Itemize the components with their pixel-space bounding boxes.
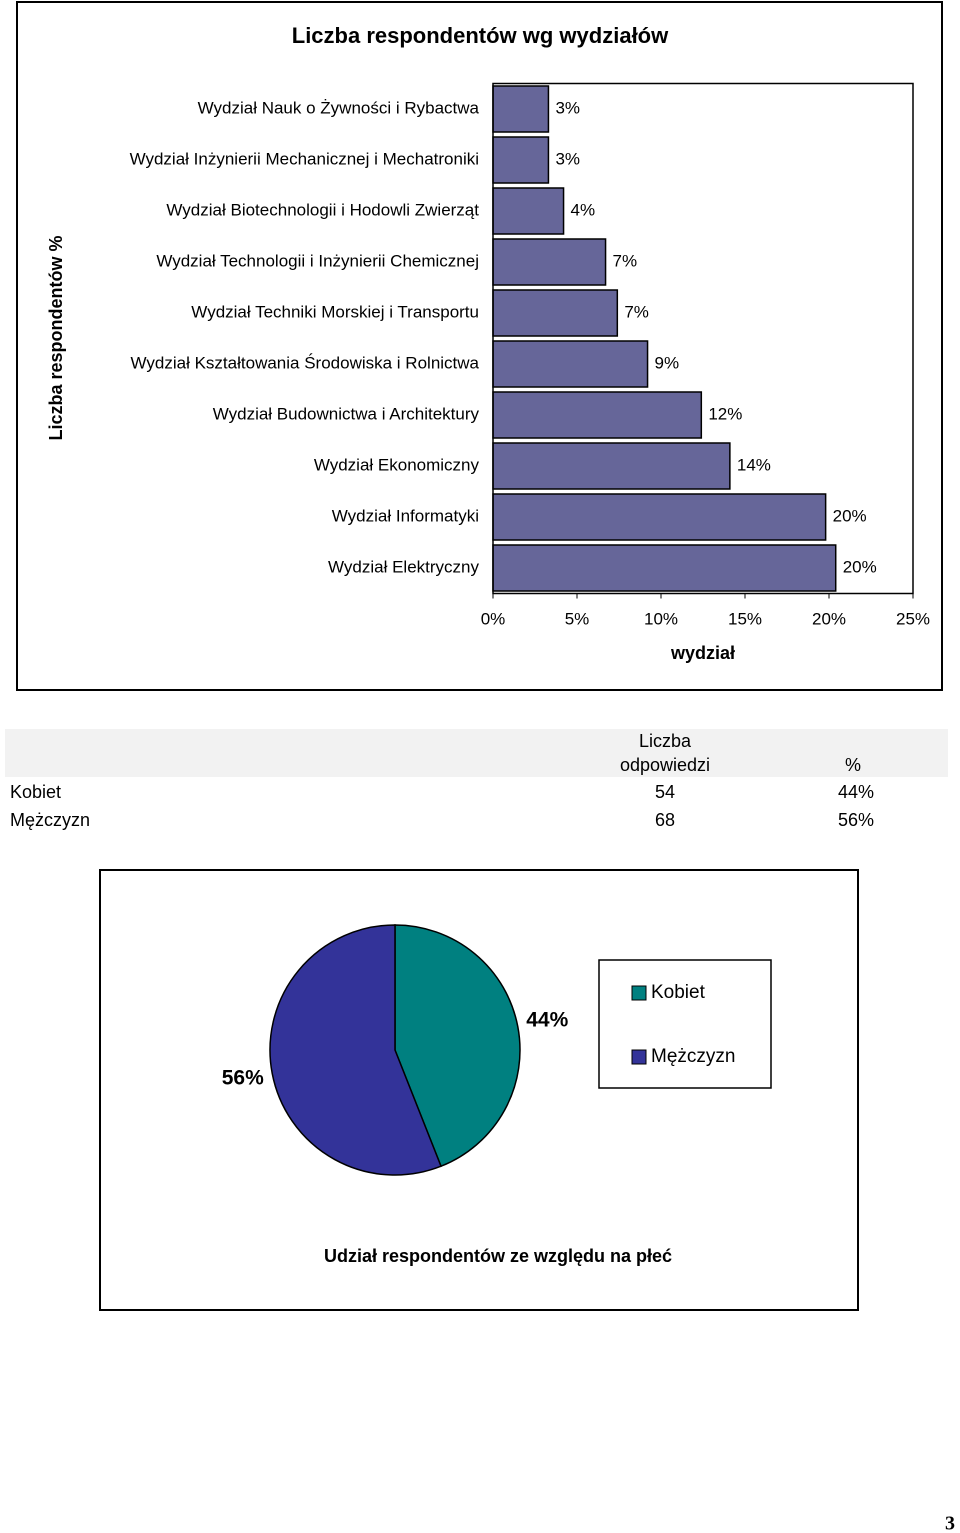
y-axis-label: Liczba respondentów % [46, 235, 66, 440]
chart-title: Liczba respondentów wg wydziałów [292, 23, 669, 48]
bar-chart-frame [16, 1, 943, 691]
table-cell: 44% [837, 782, 874, 802]
chart-title: Udział respondentów ze względu na płeć [324, 1246, 672, 1266]
table-cell: Kobiet [10, 782, 62, 802]
table-cell: Mężczyzn [10, 810, 91, 830]
table-cell: 68 [654, 810, 676, 830]
pie-slice [394, 924, 521, 1168]
category-label: Wydział Techniki Morskiej i Transportu [191, 302, 479, 321]
bar [492, 544, 837, 592]
x-tick-label: 25% [896, 609, 930, 628]
table-header: Liczba odpowiedzi [619, 731, 711, 775]
bar [492, 442, 731, 490]
table-header-bg [5, 729, 948, 777]
value-label: 9% [655, 353, 680, 372]
value-label: 14% [737, 455, 771, 474]
category-label: Wydział Budownictwa i Architektury [213, 404, 480, 423]
x-tick-label: 10% [644, 609, 678, 628]
value-label: 3% [555, 149, 580, 168]
value-label: 20% [843, 557, 877, 576]
bar [492, 136, 550, 184]
value-label: 56% [222, 1067, 264, 1090]
category-label: Wydział Biotechnologii i Hodowli Zwierzą… [166, 200, 479, 219]
value-label: 7% [613, 251, 638, 270]
bar [492, 340, 649, 388]
value-label: 44% [526, 1009, 568, 1032]
bar [492, 493, 827, 541]
bar [492, 238, 607, 286]
legend-swatch [631, 985, 647, 1001]
category-label: Wydział Nauk o Żywności i Rybactwa [198, 98, 480, 117]
pie-chart-frame [99, 869, 859, 1311]
bar [492, 391, 703, 439]
category-label: Wydział Ekonomiczny [314, 455, 480, 474]
table-cell: 56% [837, 810, 874, 830]
x-axis-label: wydział [670, 643, 735, 663]
x-tick-label: 20% [812, 609, 846, 628]
value-label: 4% [571, 200, 596, 219]
legend-frame [598, 959, 772, 1089]
table-header: % [844, 755, 861, 775]
legend-swatch [631, 1049, 647, 1065]
x-tick-label: 5% [565, 609, 590, 628]
category-label: Wydział Technologii i Inżynierii Chemicz… [156, 251, 479, 270]
page-number: 3 [945, 1513, 955, 1533]
plot-frame [492, 82, 914, 595]
table-cell: 54 [654, 782, 676, 802]
bar [492, 85, 550, 133]
value-label: 7% [624, 302, 649, 321]
x-tick-label: 0% [481, 609, 506, 628]
bar [492, 289, 619, 337]
bar [492, 187, 565, 235]
category-label: Wydział Kształtowania Środowiska i Rolni… [131, 353, 480, 372]
value-label: 12% [708, 404, 742, 423]
pie-slice [269, 924, 442, 1176]
category-label: Wydział Inżynierii Mechanicznej i Mechat… [130, 149, 479, 168]
value-label: 3% [555, 98, 580, 117]
category-label: Wydział Informatyki [332, 506, 479, 525]
value-label: 20% [833, 506, 867, 525]
legend-label: Mężczyzn [651, 1046, 735, 1067]
legend-label: Kobiet [651, 982, 706, 1003]
category-label: Wydział Elektryczny [328, 557, 479, 576]
x-tick-label: 15% [728, 609, 762, 628]
